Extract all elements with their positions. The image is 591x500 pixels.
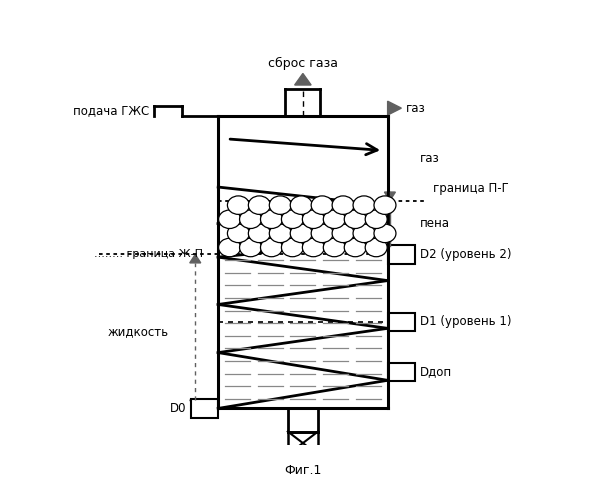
Circle shape <box>303 210 324 229</box>
Circle shape <box>365 210 387 229</box>
Bar <box>388 245 415 264</box>
Circle shape <box>303 238 324 256</box>
Circle shape <box>290 196 312 214</box>
Circle shape <box>239 210 262 229</box>
Circle shape <box>332 224 354 242</box>
Circle shape <box>219 210 241 229</box>
Circle shape <box>374 196 396 214</box>
Circle shape <box>261 210 282 229</box>
Text: подача ГЖС: подача ГЖС <box>73 104 150 118</box>
Circle shape <box>269 224 291 242</box>
Circle shape <box>219 238 241 256</box>
Text: пена: пена <box>420 217 450 230</box>
Text: газ: газ <box>420 152 440 164</box>
Circle shape <box>344 210 366 229</box>
Circle shape <box>248 224 270 242</box>
Polygon shape <box>384 246 395 254</box>
Circle shape <box>353 224 375 242</box>
Polygon shape <box>295 74 311 85</box>
Circle shape <box>344 238 366 256</box>
Circle shape <box>311 224 333 242</box>
Text: Фиг.1: Фиг.1 <box>284 464 322 477</box>
Text: газ: газ <box>406 102 426 114</box>
Circle shape <box>248 196 270 214</box>
Circle shape <box>281 210 303 229</box>
Polygon shape <box>190 400 201 408</box>
Circle shape <box>353 196 375 214</box>
Text: жидкость: жидкость <box>108 325 168 338</box>
Circle shape <box>374 224 396 242</box>
Text: D2 (уровень 2): D2 (уровень 2) <box>420 248 511 261</box>
Text: D0: D0 <box>170 402 186 415</box>
Polygon shape <box>388 101 401 115</box>
Circle shape <box>228 224 249 242</box>
Circle shape <box>281 238 303 256</box>
Circle shape <box>290 224 312 242</box>
Bar <box>191 399 218 417</box>
Circle shape <box>269 196 291 214</box>
Text: D1 (уровень 1): D1 (уровень 1) <box>420 316 511 328</box>
Text: сброс газа: сброс газа <box>268 56 338 70</box>
Polygon shape <box>190 254 201 263</box>
Text: ........ граница Ж-П: ........ граница Ж-П <box>95 250 203 260</box>
Circle shape <box>323 238 345 256</box>
Circle shape <box>332 196 354 214</box>
Bar <box>388 312 415 331</box>
Circle shape <box>311 196 333 214</box>
Circle shape <box>323 210 345 229</box>
Circle shape <box>261 238 282 256</box>
Text: граница П-Г: граница П-Г <box>433 182 509 194</box>
Text: Dдоп: Dдоп <box>420 366 452 378</box>
Circle shape <box>239 238 262 256</box>
Bar <box>388 362 415 381</box>
Circle shape <box>365 238 387 256</box>
Polygon shape <box>384 192 395 200</box>
Bar <box>288 432 318 454</box>
Circle shape <box>228 196 249 214</box>
